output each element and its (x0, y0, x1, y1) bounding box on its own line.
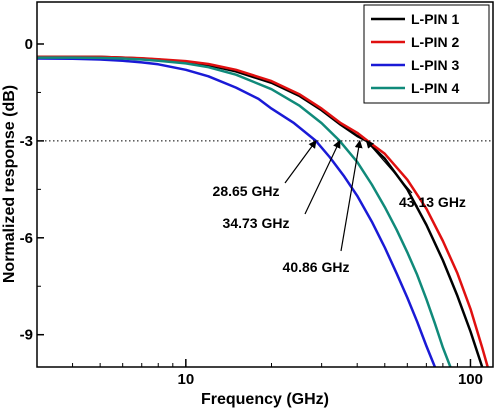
annotation-arrow-2 (304, 139, 341, 215)
legend-label-4: L-PIN 4 (411, 80, 459, 96)
x-tick-label: 100 (458, 371, 483, 388)
y-tick-label: 0 (25, 36, 33, 53)
series-line-3 (37, 57, 437, 367)
annotation-arrow-1 (284, 140, 317, 184)
series-line-4 (37, 56, 452, 367)
annotation-label-4: 43.13 GHz (399, 194, 466, 210)
legend-label-1: L-PIN 1 (411, 11, 459, 27)
series-layer (37, 55, 489, 367)
legend-box (363, 4, 490, 104)
annotation-arrow-4 (365, 140, 413, 194)
annotation-label-1: 28.65 GHz (213, 183, 280, 199)
plot-frame (36, 1, 494, 368)
cutoff-annotations: 28.65 GHz 34.73 GHz 40.86 GHz 43.13 GHz (213, 139, 466, 275)
legend: L-PIN 1 L-PIN 2 L-PIN 3 L-PIN 4 (363, 4, 490, 104)
annotation-label-2: 34.73 GHz (223, 215, 290, 231)
y-tick-label: -3 (20, 133, 33, 150)
legend-label-2: L-PIN 2 (411, 34, 459, 50)
x-axis-label: Frequency (GHz) (201, 391, 329, 408)
y-axis-label: Normalized response (dB) (1, 85, 18, 283)
y-tick-label: -9 (20, 327, 33, 344)
axis-ticks: 10 100 0 -3 -6 -9 (20, 36, 483, 388)
x-tick-label: 10 (177, 371, 194, 388)
annotation-label-3: 40.86 GHz (283, 259, 350, 275)
legend-label-3: L-PIN 3 (411, 57, 459, 73)
y-tick-label: -6 (20, 230, 33, 247)
annotation-arrow-3 (340, 139, 363, 252)
